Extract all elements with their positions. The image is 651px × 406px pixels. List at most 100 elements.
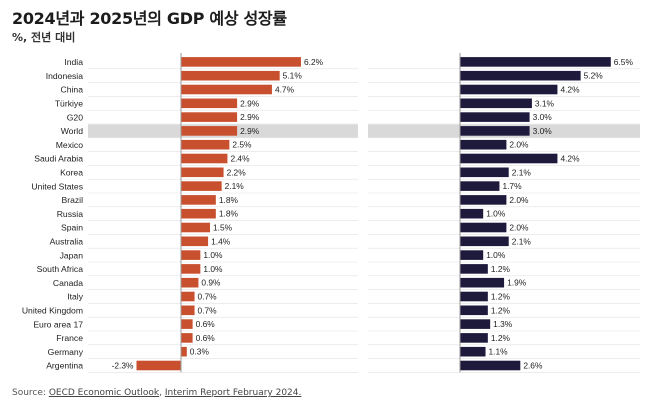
bar-2025 (460, 112, 530, 122)
category-label: Mexico (56, 140, 83, 150)
bar-2025 (460, 319, 491, 329)
data-label-2025: 4.2% (560, 85, 580, 95)
bar-2024 (181, 112, 238, 122)
category-label: South Africa (37, 264, 84, 274)
bar-2024 (181, 153, 228, 164)
data-label-2024: 1.0% (203, 250, 223, 260)
data-label-2025: 1.9% (507, 278, 527, 288)
source-prefix: Source: (12, 388, 46, 398)
category-label: United Kingdom (22, 306, 83, 316)
data-label-2024: 2.9% (240, 98, 260, 108)
bar-2025 (460, 126, 530, 136)
data-label-2024: 0.3% (190, 347, 210, 357)
data-label-2025: 1.0% (486, 250, 506, 260)
bar-2025 (460, 250, 484, 260)
data-label-2025: 2.1% (512, 167, 532, 177)
bar-2025 (460, 195, 507, 205)
bar-2024 (181, 57, 301, 67)
data-label-2024: 2.9% (240, 126, 260, 136)
data-label-2024: 2.4% (230, 154, 250, 164)
bar-2024 (181, 222, 211, 233)
bar-2024 (181, 277, 199, 288)
data-label-2024: 0.7% (198, 292, 218, 302)
bar-2024 (181, 250, 201, 260)
data-label-2024: 0.7% (198, 305, 218, 315)
category-label: India (64, 57, 83, 67)
data-label-2024: 5.1% (283, 71, 303, 81)
bar-2024 (181, 98, 238, 109)
data-label-2024: 2.9% (240, 112, 260, 122)
data-label-2024: 2.5% (232, 140, 252, 150)
data-label-2024: 2.2% (227, 167, 247, 177)
data-label-2025: 1.3% (493, 319, 513, 329)
bar-2024 (181, 346, 187, 357)
data-label-2024: 2.1% (225, 181, 245, 191)
data-label-2024: 1.5% (213, 223, 233, 233)
data-label-2025: 2.0% (509, 195, 529, 205)
data-label-2024: 1.0% (203, 264, 223, 274)
bar-2024 (181, 319, 193, 329)
category-label: France (56, 333, 83, 343)
data-label-2025: 1.2% (491, 333, 511, 343)
chart-title: 2024년과 2025년의 GDP 예상 성장률 (12, 9, 287, 28)
category-label: Türkiye (55, 99, 83, 109)
data-label-2025: 2.0% (509, 223, 529, 233)
bar-2024 (181, 167, 224, 178)
zero-lines (180, 53, 461, 373)
category-label: Italy (67, 292, 83, 302)
bar-2025 (460, 70, 581, 81)
bar-2025 (460, 139, 507, 150)
category-label: World (61, 126, 84, 136)
bar-2024 (181, 181, 222, 191)
bar-2025 (460, 305, 488, 316)
category-label: Saudi Arabia (34, 154, 83, 164)
category-label: Canada (53, 278, 83, 288)
data-label-2025: 4.2% (560, 154, 580, 164)
source-separator: , (159, 388, 163, 398)
data-label-2025: 1.2% (491, 292, 511, 302)
bar-2024 (181, 208, 216, 219)
source-link-report[interactable]: Interim Report February 2024. (164, 388, 302, 398)
bar-2024 (181, 139, 230, 150)
bar-2024 (181, 126, 238, 136)
data-label-2025: 1.2% (491, 305, 511, 315)
bar-2024 (181, 291, 195, 302)
bar-2025 (460, 264, 488, 274)
category-label: Germany (48, 347, 84, 357)
data-label-2024: 1.4% (211, 236, 231, 246)
category-label: G20 (67, 112, 83, 122)
category-label: Russia (57, 209, 83, 219)
category-label: Australia (50, 237, 84, 247)
category-label: Argentina (46, 361, 83, 371)
bar-2025 (460, 346, 486, 357)
chart-2025-bars: 6.5% 5.2% 4.2% 3.1% 3.0% 3.0% 2.0% 4.2% 2.1% 1.7%… (460, 57, 633, 371)
category-label: Japan (60, 250, 84, 260)
bar-2025 (460, 333, 488, 343)
category-label: China (61, 85, 84, 95)
bar-2024 (136, 360, 181, 371)
data-label-2025: 1.2% (491, 264, 511, 274)
category-label: Spain (61, 223, 83, 233)
highlight-rows (88, 124, 640, 138)
bar-2024 (181, 264, 201, 274)
bar-2025 (460, 360, 521, 371)
source-link-outlook[interactable]: OECD Economic Outlook (48, 388, 160, 398)
bar-2024 (181, 305, 195, 316)
data-label-2025: 2.1% (512, 236, 532, 246)
data-label-2025: 3.0% (533, 126, 553, 136)
bar-2024 (181, 236, 209, 247)
bar-2025 (460, 277, 505, 288)
bar-2025 (460, 98, 532, 109)
bar-2025 (460, 291, 488, 302)
category-labels: India Indonesia China Türkiye G20 World Mexico… (22, 57, 84, 371)
data-label-2025: 2.0% (509, 140, 529, 150)
data-label-2025: 3.0% (533, 112, 553, 122)
category-label: Brazil (62, 195, 84, 205)
data-label-2025: 6.5% (614, 57, 634, 67)
bar-2025 (460, 153, 558, 164)
data-label-2024: 1.8% (219, 209, 239, 219)
bar-2025 (460, 84, 558, 95)
bar-2024 (181, 195, 216, 205)
data-label-2024: 0.6% (196, 333, 216, 343)
